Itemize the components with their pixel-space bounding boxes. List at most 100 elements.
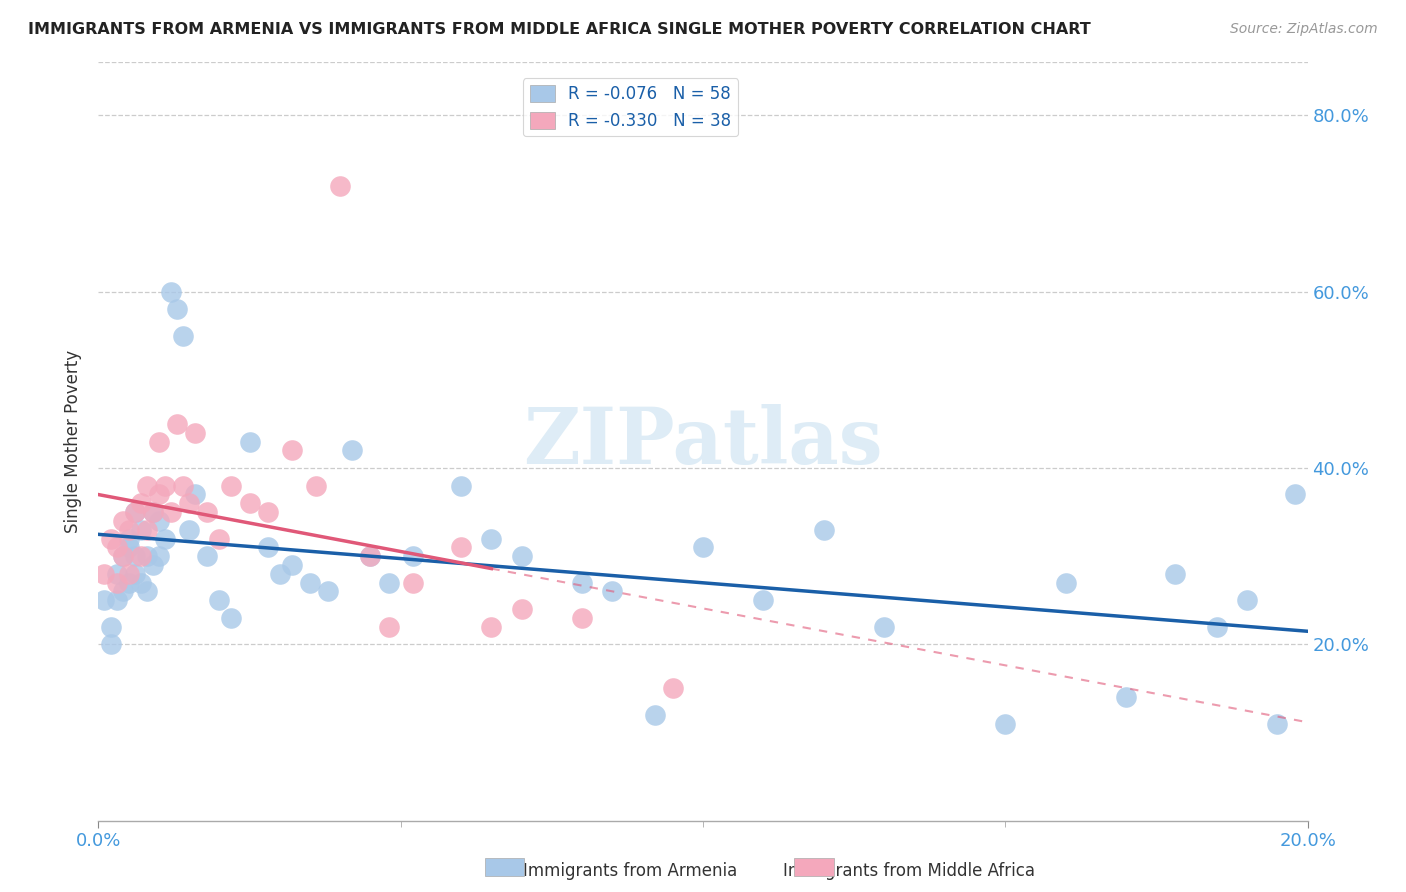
Point: [510, 602, 533, 616]
Point: [111, 514, 134, 528]
Point: [129, 523, 152, 537]
Point: [142, 505, 165, 519]
Point: [281, 558, 304, 572]
Point: [129, 575, 152, 590]
Point: [221, 611, 243, 625]
Point: [184, 425, 207, 440]
Point: [118, 532, 141, 546]
Point: [256, 505, 278, 519]
Text: Source: ZipAtlas.com: Source: ZipAtlas.com: [1230, 22, 1378, 37]
Point: [111, 549, 134, 563]
Point: [1284, 487, 1306, 501]
Point: [239, 496, 262, 510]
Point: [166, 302, 188, 317]
Point: [602, 584, 624, 599]
Point: [160, 285, 183, 299]
Point: [510, 549, 533, 563]
Point: [124, 566, 146, 581]
Point: [148, 487, 170, 501]
Point: [1206, 620, 1229, 634]
Point: [148, 549, 170, 563]
Point: [179, 496, 201, 510]
Point: [148, 514, 170, 528]
Point: [100, 532, 122, 546]
Point: [124, 505, 146, 519]
Point: [873, 620, 896, 634]
Point: [813, 523, 835, 537]
Text: IMMIGRANTS FROM ARMENIA VS IMMIGRANTS FROM MIDDLE AFRICA SINGLE MOTHER POVERTY C: IMMIGRANTS FROM ARMENIA VS IMMIGRANTS FR…: [28, 22, 1091, 37]
Point: [450, 541, 472, 555]
Point: [105, 541, 128, 555]
Point: [377, 620, 399, 634]
Point: [93, 566, 115, 581]
Point: [994, 716, 1017, 731]
Point: [221, 478, 243, 492]
Point: [105, 566, 128, 581]
Point: [195, 505, 218, 519]
Point: [208, 532, 231, 546]
Point: [299, 575, 322, 590]
Point: [124, 549, 146, 563]
Point: [195, 549, 218, 563]
Point: [153, 478, 176, 492]
Point: [142, 505, 165, 519]
Point: [402, 549, 425, 563]
Point: [571, 611, 593, 625]
Point: [644, 707, 666, 722]
Point: [692, 541, 714, 555]
Point: [752, 593, 775, 607]
Point: [1267, 716, 1289, 731]
Legend: R = -0.076   N = 58, R = -0.330   N = 38: R = -0.076 N = 58, R = -0.330 N = 38: [523, 78, 738, 136]
Point: [481, 620, 503, 634]
Point: [481, 532, 503, 546]
Point: [305, 478, 328, 492]
Point: [160, 505, 183, 519]
Point: [329, 178, 352, 193]
Point: [316, 584, 339, 599]
Point: [135, 478, 157, 492]
Point: [179, 523, 201, 537]
Point: [1054, 575, 1077, 590]
Point: [360, 549, 382, 563]
Point: [281, 443, 304, 458]
Point: [105, 593, 128, 607]
Point: [124, 505, 146, 519]
Point: [111, 584, 134, 599]
Point: [1236, 593, 1258, 607]
Point: [142, 558, 165, 572]
Point: [93, 593, 115, 607]
Point: [269, 566, 291, 581]
Point: [135, 584, 157, 599]
Point: [661, 681, 683, 696]
Point: [402, 575, 425, 590]
Point: [342, 443, 364, 458]
Point: [166, 417, 188, 431]
Point: [129, 496, 152, 510]
Point: [1163, 566, 1185, 581]
Point: [118, 575, 141, 590]
Point: [256, 541, 278, 555]
Point: [172, 328, 194, 343]
Point: [148, 434, 170, 449]
Point: [1115, 690, 1137, 705]
Point: [129, 549, 152, 563]
Point: [135, 549, 157, 563]
Point: [377, 575, 399, 590]
Point: [100, 620, 122, 634]
Text: Immigrants from Middle Africa: Immigrants from Middle Africa: [783, 863, 1035, 880]
Point: [118, 541, 141, 555]
Point: [172, 478, 194, 492]
Point: [153, 532, 176, 546]
Point: [208, 593, 231, 607]
Point: [239, 434, 262, 449]
Text: Immigrants from Armenia: Immigrants from Armenia: [523, 863, 738, 880]
Point: [118, 566, 141, 581]
Point: [111, 549, 134, 563]
Y-axis label: Single Mother Poverty: Single Mother Poverty: [65, 350, 83, 533]
Point: [450, 478, 472, 492]
Point: [184, 487, 207, 501]
Point: [135, 523, 157, 537]
Point: [105, 575, 128, 590]
Point: [571, 575, 593, 590]
Point: [100, 637, 122, 651]
